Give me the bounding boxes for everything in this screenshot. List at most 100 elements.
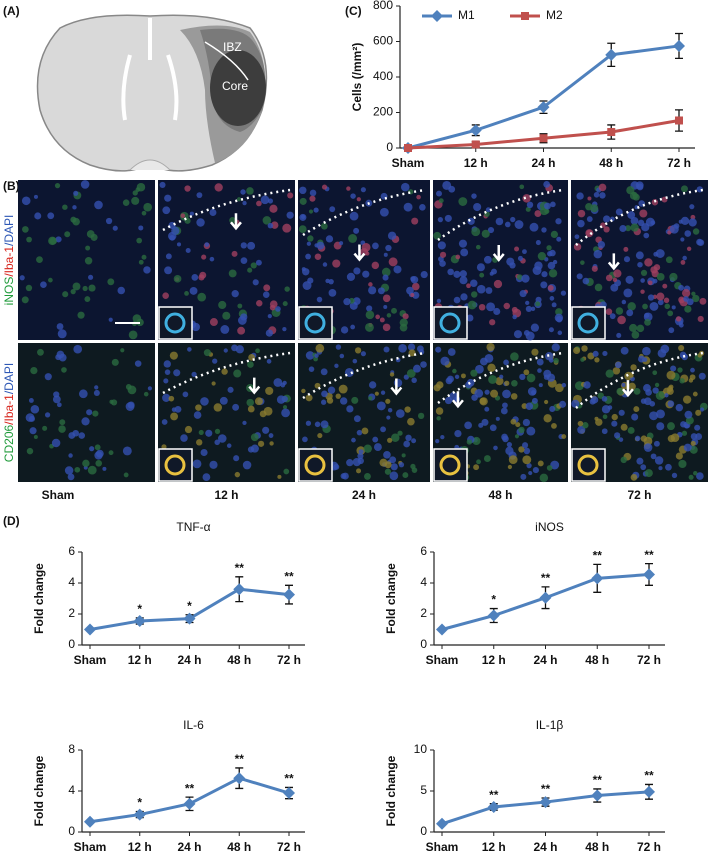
cell	[605, 274, 613, 282]
cell	[573, 347, 581, 355]
cell	[21, 296, 29, 304]
cell	[433, 231, 442, 240]
inset	[158, 448, 193, 482]
cell	[219, 396, 228, 405]
cell	[618, 409, 625, 416]
cell	[48, 277, 53, 283]
cell	[93, 389, 100, 396]
cell	[435, 346, 442, 353]
cell	[89, 446, 95, 452]
cell	[644, 318, 651, 326]
cell	[143, 391, 149, 397]
cell	[637, 261, 643, 268]
cell	[329, 206, 336, 213]
marker	[607, 128, 616, 137]
y-tick-label: 5	[420, 783, 427, 797]
cell	[475, 364, 484, 374]
x-tick-label: 48 h	[599, 156, 623, 170]
y-tick-label: 6	[68, 544, 75, 558]
cell	[591, 265, 598, 272]
cell	[489, 319, 496, 326]
x-tick-label: 48 h	[585, 653, 609, 667]
cell	[695, 409, 702, 416]
cell	[263, 406, 273, 416]
cell	[525, 305, 532, 312]
marker	[183, 797, 196, 810]
y-tick-label: 200	[373, 105, 393, 119]
cell	[78, 389, 88, 399]
x-tick-label: Sham	[74, 840, 107, 854]
cell	[30, 404, 40, 414]
cell	[624, 225, 632, 232]
cell	[247, 361, 254, 368]
cell	[537, 252, 547, 261]
marker	[521, 12, 529, 20]
cell	[61, 367, 67, 373]
cell	[518, 446, 525, 453]
cell	[317, 433, 323, 439]
cell	[555, 383, 564, 393]
y-tick-label: 4	[420, 575, 427, 589]
cell	[506, 442, 513, 448]
cell	[393, 265, 402, 274]
inset-cell	[164, 312, 186, 334]
cell	[262, 216, 272, 225]
panel-label: (B)	[3, 179, 20, 193]
cell	[679, 351, 687, 359]
cell	[543, 414, 552, 423]
cell	[479, 397, 488, 406]
cell	[697, 315, 704, 323]
inset	[433, 306, 468, 340]
cell	[42, 425, 48, 431]
x-tick-label: 24 h	[531, 156, 555, 170]
cell	[117, 286, 126, 295]
cell	[371, 261, 380, 270]
diagram-label: Core	[222, 79, 248, 93]
cell	[440, 434, 445, 440]
panel-label: (A)	[3, 4, 20, 18]
marker	[283, 787, 295, 800]
cell	[561, 434, 567, 439]
cell	[57, 402, 62, 408]
cell	[410, 292, 415, 297]
cell	[662, 283, 668, 289]
cell	[407, 417, 415, 426]
cell	[86, 409, 93, 416]
cell	[401, 453, 406, 458]
cell	[650, 220, 656, 226]
cell	[525, 402, 534, 411]
cell	[678, 459, 687, 469]
cell	[335, 344, 342, 350]
cell	[221, 368, 228, 375]
cell	[605, 308, 613, 315]
cell	[439, 251, 447, 258]
cell	[519, 290, 527, 298]
cell	[601, 396, 608, 402]
cell	[246, 187, 254, 195]
cell	[191, 273, 199, 281]
cell	[484, 389, 490, 395]
cell	[437, 216, 444, 223]
cell	[368, 396, 373, 401]
cell	[598, 183, 607, 192]
cell	[147, 386, 152, 391]
cell	[164, 194, 172, 202]
cell	[547, 284, 554, 291]
y-tick-label: 8	[68, 742, 75, 756]
marker	[133, 808, 146, 821]
column-label: 48 h	[488, 488, 512, 502]
cell	[222, 311, 231, 320]
cell	[128, 330, 138, 340]
cell	[561, 382, 567, 388]
cell	[387, 437, 393, 443]
cell	[504, 380, 510, 386]
cell	[625, 275, 634, 284]
marker	[487, 800, 500, 813]
cell	[379, 207, 389, 217]
cell	[664, 393, 669, 398]
y-tick-label: 0	[68, 637, 75, 651]
cell	[203, 349, 211, 357]
cell	[602, 414, 608, 420]
cell	[374, 391, 379, 396]
